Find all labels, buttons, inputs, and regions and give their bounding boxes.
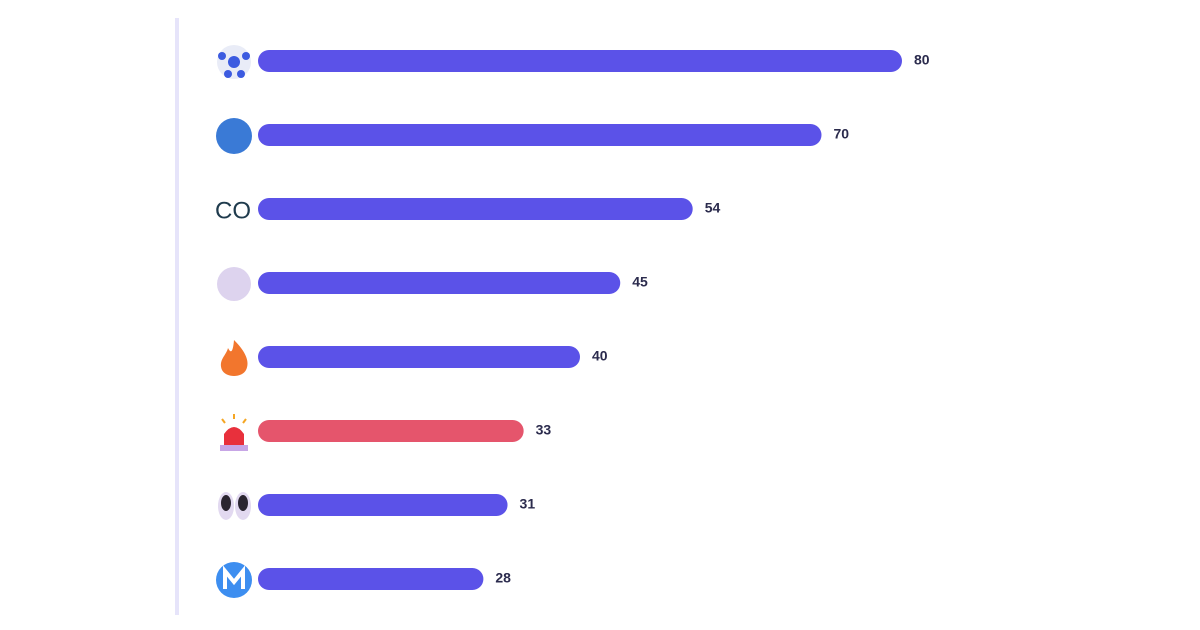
value-label: 45 xyxy=(632,274,648,290)
bar xyxy=(258,124,822,146)
value-label: 28 xyxy=(495,570,511,586)
bar xyxy=(258,272,621,294)
axis-line xyxy=(175,18,179,615)
icons xyxy=(216,45,252,598)
value-label: 54 xyxy=(705,200,721,216)
value-label: 33 xyxy=(536,422,552,438)
value-label: 40 xyxy=(592,348,608,364)
value-label: 31 xyxy=(520,496,536,512)
value-label: 70 xyxy=(834,126,850,142)
bar xyxy=(258,198,693,220)
bar xyxy=(258,50,902,72)
siren-icon xyxy=(220,414,248,451)
eyes-icon xyxy=(218,492,251,520)
blue-sphere-icon xyxy=(216,118,252,154)
soccer-icon xyxy=(217,45,251,79)
value-label: 80 xyxy=(914,52,930,68)
category-label: CO xyxy=(215,197,251,224)
m-logo-icon xyxy=(216,562,252,598)
bar xyxy=(258,494,508,516)
white-sphere-icon xyxy=(217,267,251,301)
fire-icon xyxy=(220,340,248,376)
bar xyxy=(258,346,580,368)
bar xyxy=(258,420,524,442)
bar xyxy=(258,568,484,590)
